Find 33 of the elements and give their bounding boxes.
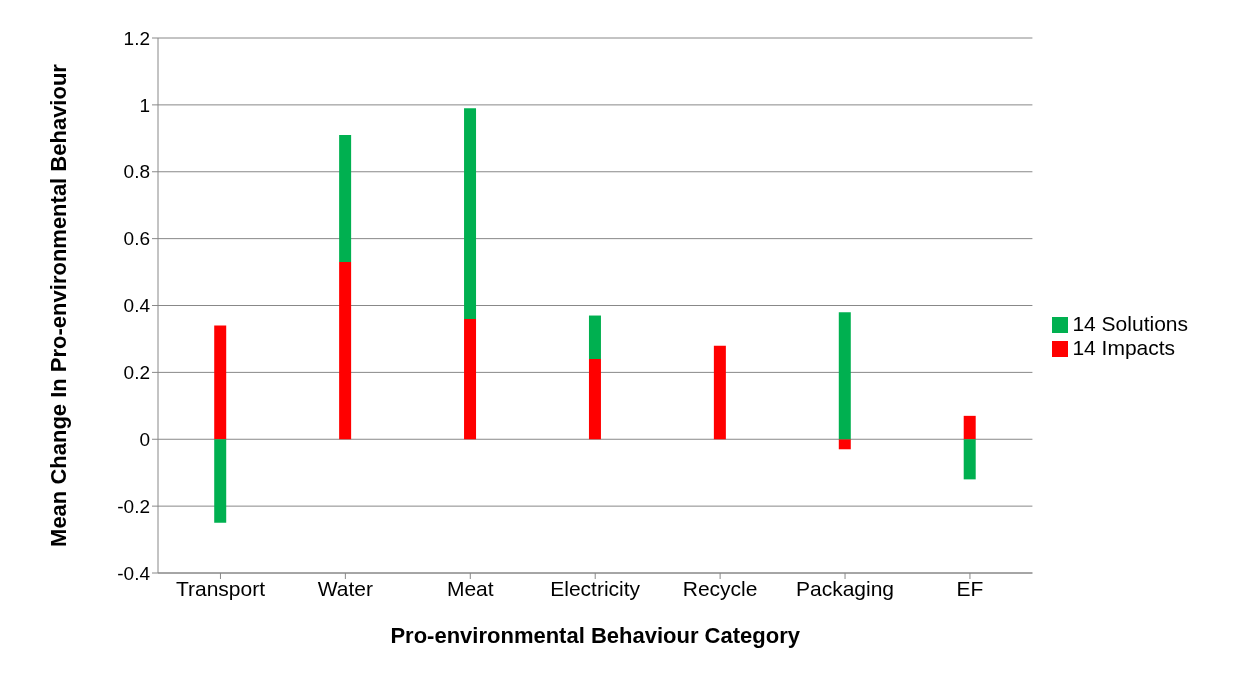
y-tick-label: -0.4 bbox=[117, 562, 151, 584]
x-tick-label: EF bbox=[956, 576, 984, 600]
bar bbox=[963, 415, 976, 440]
x-tick-label: Transport bbox=[175, 576, 266, 600]
x-tick-label: Packaging bbox=[795, 576, 895, 600]
x-tick-label: Meat bbox=[446, 576, 494, 600]
bar bbox=[464, 108, 477, 319]
x-tick-label: Recycle bbox=[682, 576, 758, 600]
bar bbox=[464, 318, 477, 440]
y-tick-label: 0.2 bbox=[123, 362, 150, 384]
y-tick-label: -0.2 bbox=[117, 495, 150, 517]
bar bbox=[838, 312, 851, 440]
bar bbox=[963, 439, 976, 480]
bar bbox=[214, 439, 227, 523]
bar bbox=[838, 439, 851, 450]
y-tick-label: 0 bbox=[139, 428, 150, 450]
bar bbox=[214, 325, 227, 440]
y-tick-label: 0.8 bbox=[123, 161, 150, 183]
legend-label: 14 Impacts bbox=[1072, 335, 1176, 359]
x-axis-title: Pro-environmental Behaviour Category bbox=[390, 623, 801, 648]
y-axis-title: Mean Change In Pro-environmental Behaviour bbox=[45, 63, 71, 547]
x-tick-label: Electricity bbox=[550, 576, 641, 600]
legend-label: 14 Solutions bbox=[1072, 311, 1188, 335]
y-tick-label: 0.4 bbox=[123, 295, 151, 317]
bar bbox=[588, 359, 601, 440]
bar bbox=[339, 262, 352, 440]
bar bbox=[339, 134, 352, 263]
x-tick-label: Water bbox=[317, 576, 373, 600]
bar bbox=[713, 345, 726, 440]
bar bbox=[588, 315, 601, 359]
y-tick-label: 1.2 bbox=[123, 27, 150, 49]
y-tick-label: 0.6 bbox=[123, 228, 150, 250]
y-tick-label: 1 bbox=[139, 94, 150, 116]
